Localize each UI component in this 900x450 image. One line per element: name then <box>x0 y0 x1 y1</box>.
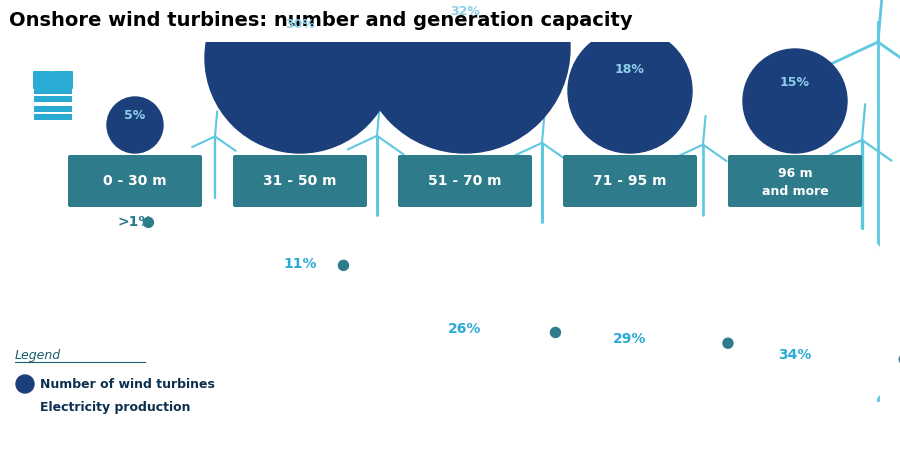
Text: 26%: 26% <box>448 322 482 336</box>
Text: Electricity production: Electricity production <box>40 401 191 414</box>
Circle shape <box>125 209 145 229</box>
FancyBboxPatch shape <box>34 96 72 102</box>
Text: 11%: 11% <box>284 256 317 270</box>
Circle shape <box>338 261 348 270</box>
Text: 18%: 18% <box>615 63 645 76</box>
Text: 5%: 5% <box>124 109 146 122</box>
Text: 96 m: 96 m <box>778 167 813 180</box>
Text: 51 - 70 m: 51 - 70 m <box>428 174 502 188</box>
Circle shape <box>16 399 34 417</box>
Circle shape <box>373 209 557 393</box>
Text: 71 - 95 m: 71 - 95 m <box>593 174 667 188</box>
Circle shape <box>683 209 900 433</box>
FancyBboxPatch shape <box>563 155 697 207</box>
FancyBboxPatch shape <box>53 71 73 89</box>
Text: 34%: 34% <box>778 347 812 362</box>
Text: Number of wind turbines: Number of wind turbines <box>40 378 215 391</box>
FancyBboxPatch shape <box>728 155 862 207</box>
FancyBboxPatch shape <box>68 155 202 207</box>
Circle shape <box>568 29 692 153</box>
Circle shape <box>16 375 34 393</box>
FancyBboxPatch shape <box>33 71 53 89</box>
Circle shape <box>205 0 395 153</box>
Text: 0 - 30 m: 0 - 30 m <box>104 174 166 188</box>
Text: 29%: 29% <box>613 332 647 346</box>
FancyBboxPatch shape <box>34 106 72 112</box>
Text: 30%: 30% <box>285 18 315 31</box>
Circle shape <box>258 209 342 293</box>
Circle shape <box>723 338 733 348</box>
Text: >1%: >1% <box>117 215 153 229</box>
FancyBboxPatch shape <box>34 114 72 120</box>
Text: Legend: Legend <box>15 349 61 362</box>
Text: 32%: 32% <box>450 5 480 18</box>
Text: 31 - 50 m: 31 - 50 m <box>263 174 337 188</box>
Circle shape <box>360 0 570 153</box>
Text: Onshore wind turbines: number and generation capacity: Onshore wind turbines: number and genera… <box>9 12 633 31</box>
FancyBboxPatch shape <box>398 155 532 207</box>
FancyBboxPatch shape <box>233 155 367 207</box>
Text: and more: and more <box>761 185 828 198</box>
Text: 15%: 15% <box>780 76 810 89</box>
Circle shape <box>551 328 561 338</box>
Circle shape <box>107 97 163 153</box>
FancyBboxPatch shape <box>34 88 72 94</box>
Circle shape <box>143 217 153 227</box>
FancyBboxPatch shape <box>5 52 93 140</box>
Circle shape <box>530 209 730 409</box>
Circle shape <box>743 49 847 153</box>
